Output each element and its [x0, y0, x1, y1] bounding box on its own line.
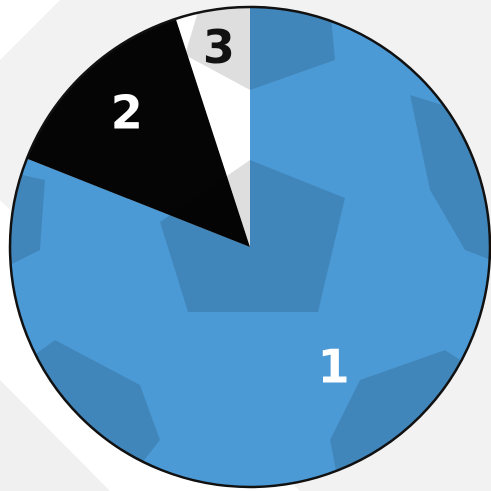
slice-label: 3 [203, 20, 235, 74]
chart: 1 2 3 [0, 0, 491, 491]
slice-label: 2 [111, 85, 143, 139]
slice-label: 1 [318, 340, 350, 394]
